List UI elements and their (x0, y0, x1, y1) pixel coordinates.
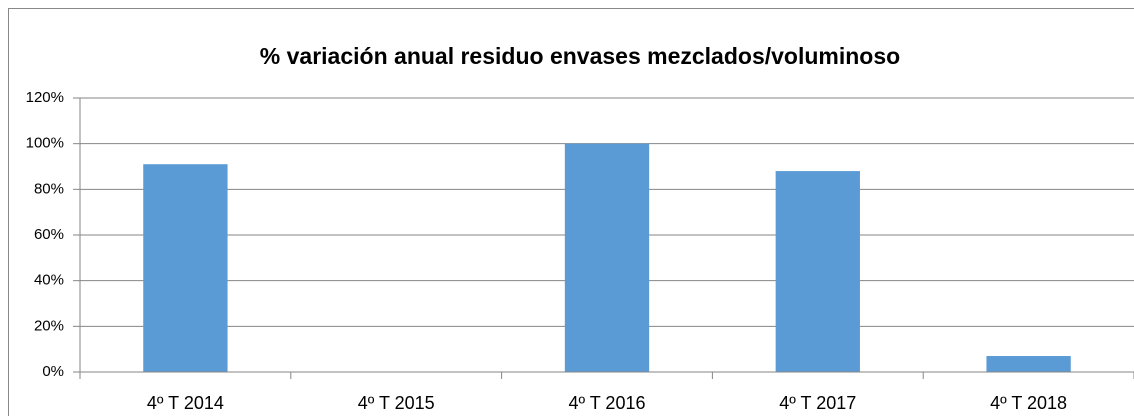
y-tick-label: 80% (34, 180, 64, 197)
y-tick-label: 0% (42, 363, 64, 380)
bar (986, 356, 1071, 372)
bar (775, 171, 860, 372)
x-tick-label: 4º T 2014 (147, 393, 224, 413)
x-tick-label: 4º T 2018 (990, 393, 1067, 413)
x-tick-label: 4º T 2016 (569, 393, 646, 413)
y-tick-label: 120% (26, 89, 64, 106)
x-tick-label: 4º T 2015 (358, 393, 435, 413)
x-tick-label: 4º T 2017 (779, 393, 856, 413)
y-tick-label: 100% (26, 135, 64, 152)
y-tick-label: 20% (34, 317, 64, 334)
chart-title: % variación anual residuo envases mezcla… (260, 43, 900, 69)
bar (143, 164, 228, 372)
bar (564, 143, 650, 372)
y-tick-label: 40% (34, 272, 64, 289)
y-tick-label: 60% (34, 226, 64, 243)
